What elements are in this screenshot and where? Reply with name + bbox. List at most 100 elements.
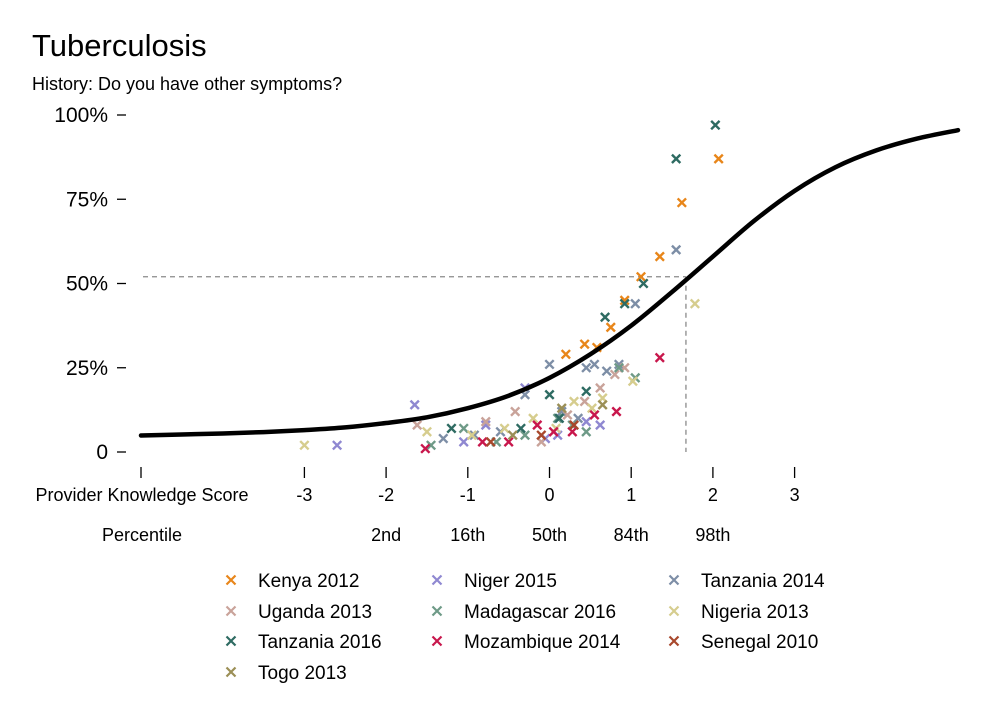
data-point xyxy=(635,271,647,282)
data-point xyxy=(713,153,724,164)
y-tick-label: 25% xyxy=(66,357,108,380)
x-axis-label: Provider Knowledge Score xyxy=(35,485,248,505)
data-point xyxy=(605,322,616,333)
data-point xyxy=(510,406,521,417)
legend-label: Tanzania 2016 xyxy=(258,632,382,653)
percentile-tick-label: 98th xyxy=(695,525,730,545)
data-point xyxy=(579,339,590,350)
data-point xyxy=(332,440,343,451)
legend-marker xyxy=(225,666,237,678)
data-point xyxy=(532,419,543,431)
legend-marker xyxy=(431,574,443,586)
x-tick-label: 0 xyxy=(544,485,554,505)
data-point xyxy=(581,416,592,427)
data-point xyxy=(589,359,600,370)
data-point xyxy=(421,426,432,437)
data-point xyxy=(480,416,491,427)
data-point xyxy=(568,396,580,407)
data-point xyxy=(438,433,449,444)
legend-label: Madagascar 2016 xyxy=(464,602,616,623)
data-point xyxy=(556,406,567,417)
data-point xyxy=(595,382,606,394)
data-point xyxy=(654,251,665,262)
data-point xyxy=(458,423,469,434)
data-point xyxy=(627,376,638,387)
data-point xyxy=(568,419,580,431)
legend-label: Nigeria 2013 xyxy=(701,602,809,623)
chart-title: Tuberculosis xyxy=(32,28,207,63)
legend-label: Mozambique 2014 xyxy=(464,632,621,653)
data-point xyxy=(556,403,567,414)
data-point xyxy=(581,426,592,437)
legend-marker xyxy=(225,574,237,586)
x-tick-label: 2 xyxy=(708,485,718,505)
data-point xyxy=(515,423,526,434)
data-point xyxy=(710,120,721,131)
legend-label: Uganda 2013 xyxy=(258,602,372,623)
data-point xyxy=(425,440,437,451)
x-tick-label: -3 xyxy=(296,485,312,505)
data-point xyxy=(420,443,431,454)
fit-curve xyxy=(138,127,961,438)
data-point xyxy=(630,298,641,309)
y-tick-label: 0 xyxy=(96,441,108,464)
data-point xyxy=(597,399,608,410)
data-point xyxy=(409,399,420,410)
x-tick-label: -1 xyxy=(460,485,476,505)
data-point xyxy=(528,413,539,424)
data-point xyxy=(519,430,531,441)
data-point xyxy=(299,440,310,451)
percentile-tick-label: 50th xyxy=(532,525,567,545)
percentile-tick-label: 16th xyxy=(450,525,485,545)
data-point xyxy=(554,413,565,424)
y-tick-label: 100% xyxy=(54,104,108,127)
x-tick-label: 3 xyxy=(790,485,800,505)
data-point xyxy=(613,362,624,373)
chart-subtitle: History: Do you have other symptoms? xyxy=(32,74,343,94)
x-tick-label: 1 xyxy=(626,485,636,505)
y-tick-label: 75% xyxy=(66,188,108,211)
data-point xyxy=(544,359,555,370)
data-point xyxy=(536,430,547,441)
legend-label: Niger 2015 xyxy=(464,571,557,592)
data-point xyxy=(466,430,477,441)
data-point xyxy=(619,298,630,309)
data-point xyxy=(507,430,518,441)
data-point xyxy=(654,352,665,363)
x-tick-label: -2 xyxy=(378,485,394,505)
legend-label: Kenya 2012 xyxy=(258,571,359,592)
data-point xyxy=(503,436,514,447)
data-point xyxy=(581,362,592,373)
data-point xyxy=(676,197,687,208)
data-point xyxy=(412,419,423,431)
data-point xyxy=(560,349,571,360)
legend-marker xyxy=(668,635,680,647)
legend-marker xyxy=(668,605,680,617)
percentile-tick-label: 2nd xyxy=(371,525,401,545)
data-point xyxy=(579,396,590,407)
legend-marker xyxy=(431,605,443,617)
legend-marker xyxy=(668,574,680,586)
data-point xyxy=(589,409,600,420)
data-point xyxy=(477,436,488,447)
data-point xyxy=(613,359,624,370)
legend-label: Senegal 2010 xyxy=(701,632,818,653)
data-point xyxy=(600,312,611,323)
percentile-tick-label: 84th xyxy=(614,525,649,545)
data-point xyxy=(581,386,592,397)
y-tick-label: 50% xyxy=(66,273,108,296)
legend-label: Togo 2013 xyxy=(258,663,347,684)
data-point xyxy=(595,419,606,431)
data-point xyxy=(689,298,700,309)
data-point xyxy=(499,423,510,434)
data-point xyxy=(601,366,612,377)
legend-marker xyxy=(225,635,237,647)
data-point xyxy=(480,419,491,431)
data-point xyxy=(611,406,622,417)
percentile-row-label: Percentile xyxy=(102,525,182,545)
legend-label: Tanzania 2014 xyxy=(701,571,825,592)
data-point xyxy=(586,403,598,414)
legend-marker xyxy=(431,635,443,647)
